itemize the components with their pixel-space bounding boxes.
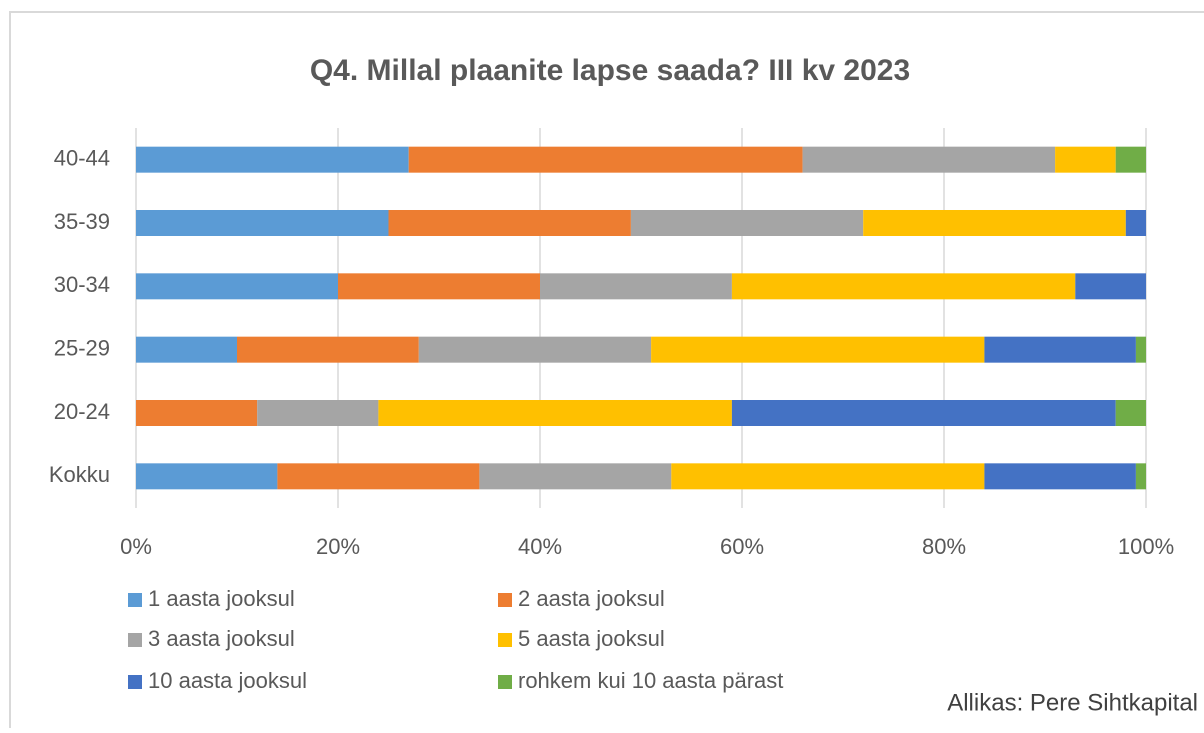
bar-segment	[418, 336, 652, 363]
bar-segment	[731, 400, 1116, 426]
annotation: Allikas: Pere Sihtkapital	[947, 689, 1198, 716]
bar-segment	[338, 273, 540, 300]
bar-segment	[136, 463, 278, 490]
bar-segment	[136, 146, 409, 173]
bar-segment	[257, 400, 379, 426]
bar-segment	[1125, 210, 1146, 236]
bar-segment	[630, 210, 864, 236]
bar-segment	[378, 400, 732, 426]
bar-segment	[1135, 336, 1146, 363]
bar-segment	[1075, 273, 1146, 300]
legend-label: 2 aasta jooksul	[518, 586, 665, 611]
x-tick-label: 20%	[316, 534, 360, 559]
bar-segment	[984, 463, 1136, 490]
chart-title: Q4. Millal plaanite lapse saada? III kv …	[310, 54, 910, 87]
y-tick-label: 30-34	[54, 272, 110, 297]
legend-label: rohkem kui 10 aasta pärast	[518, 668, 783, 693]
legend-swatch	[498, 593, 512, 607]
bar-segment	[540, 273, 732, 300]
y-tick-label: 20-24	[54, 399, 110, 424]
bar-segment	[479, 463, 672, 490]
legend-swatch	[128, 593, 142, 607]
bar-segment	[731, 273, 1076, 300]
bar-segment	[984, 336, 1136, 363]
bar-segment	[1055, 146, 1116, 173]
bar-segment	[1115, 400, 1146, 426]
legend-label: 1 aasta jooksul	[148, 586, 295, 611]
bar-segment	[802, 146, 1056, 173]
bar-segment	[136, 210, 389, 236]
bar-segment	[1115, 146, 1146, 173]
x-tick-label: 100%	[1118, 534, 1174, 559]
legend-label: 5 aasta jooksul	[518, 626, 665, 651]
bar-segment	[136, 400, 258, 426]
x-tick-label: 0%	[120, 534, 152, 559]
y-tick-label: Kokku	[49, 462, 110, 487]
y-tick-label: 25-29	[54, 335, 110, 360]
x-tick-label: 40%	[518, 534, 562, 559]
bar-segment	[277, 463, 480, 490]
x-tick-label: 60%	[720, 534, 764, 559]
legend-label: 10 aasta jooksul	[148, 668, 307, 693]
bar-segment	[651, 336, 985, 363]
y-tick-label: 40-44	[54, 145, 110, 170]
bar-segment	[237, 336, 419, 363]
bar-segment	[863, 210, 1126, 236]
bar-segment	[136, 336, 237, 363]
bar-segment	[671, 463, 985, 490]
chart-frame	[9, 11, 1204, 733]
x-tick-label: 80%	[922, 534, 966, 559]
legend-label: 3 aasta jooksul	[148, 626, 295, 651]
legend-swatch	[498, 675, 512, 689]
bar-segment	[136, 273, 338, 300]
legend-swatch	[128, 675, 142, 689]
legend-swatch	[498, 633, 512, 647]
y-tick-label: 35-39	[54, 209, 110, 234]
bar-segment	[408, 146, 803, 173]
legend-swatch	[128, 633, 142, 647]
bar-segment	[1135, 463, 1146, 490]
bar-segment	[388, 210, 631, 236]
